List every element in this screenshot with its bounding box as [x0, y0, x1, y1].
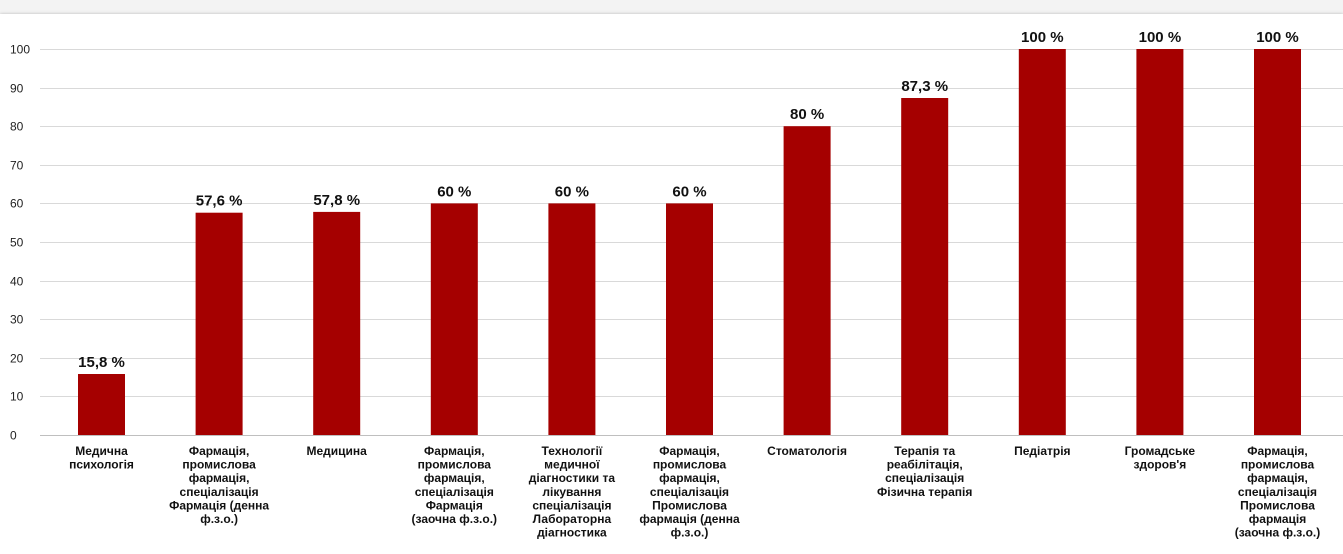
y-tick-label: 20: [10, 352, 24, 366]
bar: [1018, 49, 1066, 435]
bar: [901, 98, 949, 435]
bar: [548, 203, 596, 435]
x-tick-label: Стоматологія: [767, 444, 847, 458]
bar: [430, 203, 478, 435]
data-label: 60 %: [437, 183, 471, 200]
x-tick-label: Терапія та реабілітація, спеціалізація Фізи…: [877, 444, 972, 499]
y-tick-label: 80: [10, 120, 24, 134]
data-label: 60 %: [555, 183, 589, 200]
data-label: 100 %: [1139, 29, 1182, 46]
data-label: 87,3 %: [901, 78, 948, 95]
bar-chart: 0 10 20 30 40 50 60 70 80 90 100 15,8 % Медична психо…: [10, 29, 1343, 540]
y-tick-label: 10: [10, 390, 24, 404]
y-tick-label: 30: [10, 313, 24, 327]
x-tick-label: Медична психологія: [69, 444, 134, 472]
x-tick-label: Фармація, промислова фармація, спеціалізаці…: [169, 444, 269, 526]
data-label: 100 %: [1021, 29, 1064, 46]
x-tick-label: Фармація, промислова фармація, спеціалізаці…: [639, 444, 740, 540]
x-tick-label: Фармація, промислова фармація, спеціалізаці…: [1235, 444, 1321, 540]
bar: [1254, 49, 1301, 435]
chart-frame: 0 10 20 30 40 50 60 70 80 90 100 15,8 % Медична психо…: [0, 14, 1343, 554]
y-tick-label: 90: [10, 82, 24, 96]
data-label: 15,8 %: [78, 354, 125, 371]
bar: [78, 374, 125, 435]
data-label: 60 %: [672, 183, 706, 200]
y-tick-label: 50: [10, 236, 24, 250]
x-tick-label: Громадське здоров'я: [1125, 444, 1196, 472]
y-tick-label: 60: [10, 197, 24, 211]
bar: [313, 211, 361, 435]
data-label: 80 %: [790, 106, 824, 123]
x-tick-label: Педіатрія: [1014, 444, 1070, 458]
data-label: 100 %: [1256, 29, 1299, 46]
y-tick-label: 100: [10, 43, 30, 57]
bar: [783, 126, 831, 435]
x-tick-label: Медицина: [307, 444, 368, 458]
bar: [666, 203, 713, 435]
x-tick-label: Технології медичної діагностики та лікуванн…: [529, 444, 616, 540]
y-tick-label: 40: [10, 275, 24, 289]
data-label: 57,6 %: [196, 193, 243, 210]
bar: [1136, 49, 1184, 435]
y-tick-label: 70: [10, 159, 24, 173]
x-tick-label: Фармація, промислова фармація, спеціалізаці…: [412, 444, 498, 526]
y-tick-label: 0: [10, 429, 17, 443]
bar: [195, 212, 243, 435]
data-label: 57,8 %: [313, 192, 360, 209]
